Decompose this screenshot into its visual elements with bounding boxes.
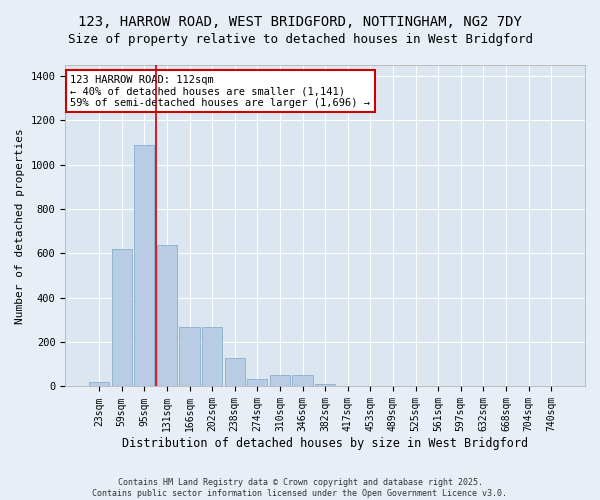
Text: 123, HARROW ROAD, WEST BRIDGFORD, NOTTINGHAM, NG2 7DY: 123, HARROW ROAD, WEST BRIDGFORD, NOTTIN…	[78, 15, 522, 29]
Bar	[270, 376, 290, 386]
Bar	[179, 326, 200, 386]
X-axis label: Distribution of detached houses by size in West Bridgford: Distribution of detached houses by size …	[122, 437, 528, 450]
Bar	[292, 376, 313, 386]
Bar	[202, 326, 222, 386]
Bar	[134, 145, 154, 386]
Bar	[247, 378, 268, 386]
Bar	[224, 358, 245, 386]
Bar	[89, 382, 109, 386]
Bar	[157, 244, 177, 386]
Text: Contains HM Land Registry data © Crown copyright and database right 2025.
Contai: Contains HM Land Registry data © Crown c…	[92, 478, 508, 498]
Text: Size of property relative to detached houses in West Bridgford: Size of property relative to detached ho…	[67, 32, 533, 46]
Bar	[112, 249, 132, 386]
Y-axis label: Number of detached properties: Number of detached properties	[15, 128, 25, 324]
Text: 123 HARROW ROAD: 112sqm
← 40% of detached houses are smaller (1,141)
59% of semi: 123 HARROW ROAD: 112sqm ← 40% of detache…	[70, 74, 370, 108]
Bar	[315, 384, 335, 386]
